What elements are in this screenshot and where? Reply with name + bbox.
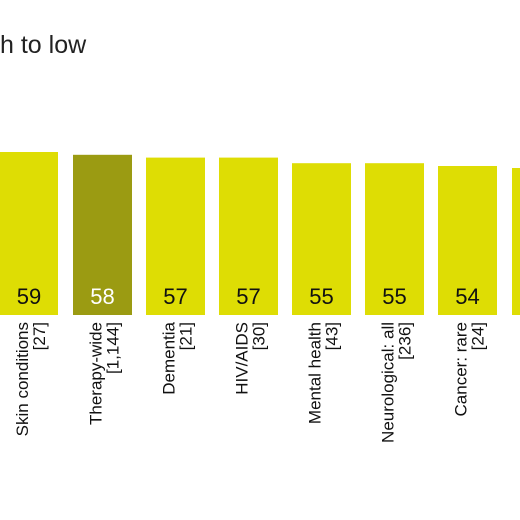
category-label-line: Therapy-wide [87,322,106,425]
value-labels-group: 59 58 57 57 55 55 54 [17,284,480,309]
bar-value-label: 58 [90,284,114,309]
category-label: Cancer: rare[24] [452,322,488,416]
category-label: Skin conditions[27] [13,322,49,436]
partial-bar [512,168,520,315]
category-label-line: [43] [323,322,342,350]
bar-value-label: 54 [455,284,479,309]
category-label-line: [236] [396,322,415,360]
category-label: Therapy-wide[1,144] [87,322,123,425]
category-label-line: [21] [177,322,196,350]
bar [73,154,132,315]
category-label-line: [24] [469,322,488,350]
category-label-line: [27] [30,322,49,350]
category-label-line: [1,144] [104,322,123,374]
bar [146,157,205,315]
category-label-line: Neurological: all [379,322,398,443]
category-label: HIV/AIDS[30] [233,322,269,395]
bar [292,163,351,315]
category-label-line: Cancer: rare [452,322,471,416]
bars-group [0,152,497,315]
category-label-line: Skin conditions [13,322,32,436]
bar [365,163,424,315]
bar-value-label: 57 [236,284,260,309]
category-label-line: Dementia [160,321,179,394]
bar-value-label: 55 [309,284,333,309]
category-labels-group: Skin conditions[27] Therapy-wide[1,144] De… [13,321,488,442]
category-label-line: Mental health [306,322,325,424]
category-label: Neurological: all[236] [379,322,415,443]
bar-value-label: 59 [17,284,41,309]
chart-title: h to low [0,31,87,59]
bar [438,166,497,315]
bar-value-label: 57 [163,284,187,309]
bar [0,152,58,315]
category-label-line: [30] [250,322,269,350]
bar-value-label: 55 [382,284,406,309]
category-label: Dementia[21] [160,321,196,394]
partial-bar-group [512,168,520,315]
category-label-line: HIV/AIDS [233,322,252,395]
category-label: Mental health[43] [306,322,342,424]
bar [219,157,278,315]
